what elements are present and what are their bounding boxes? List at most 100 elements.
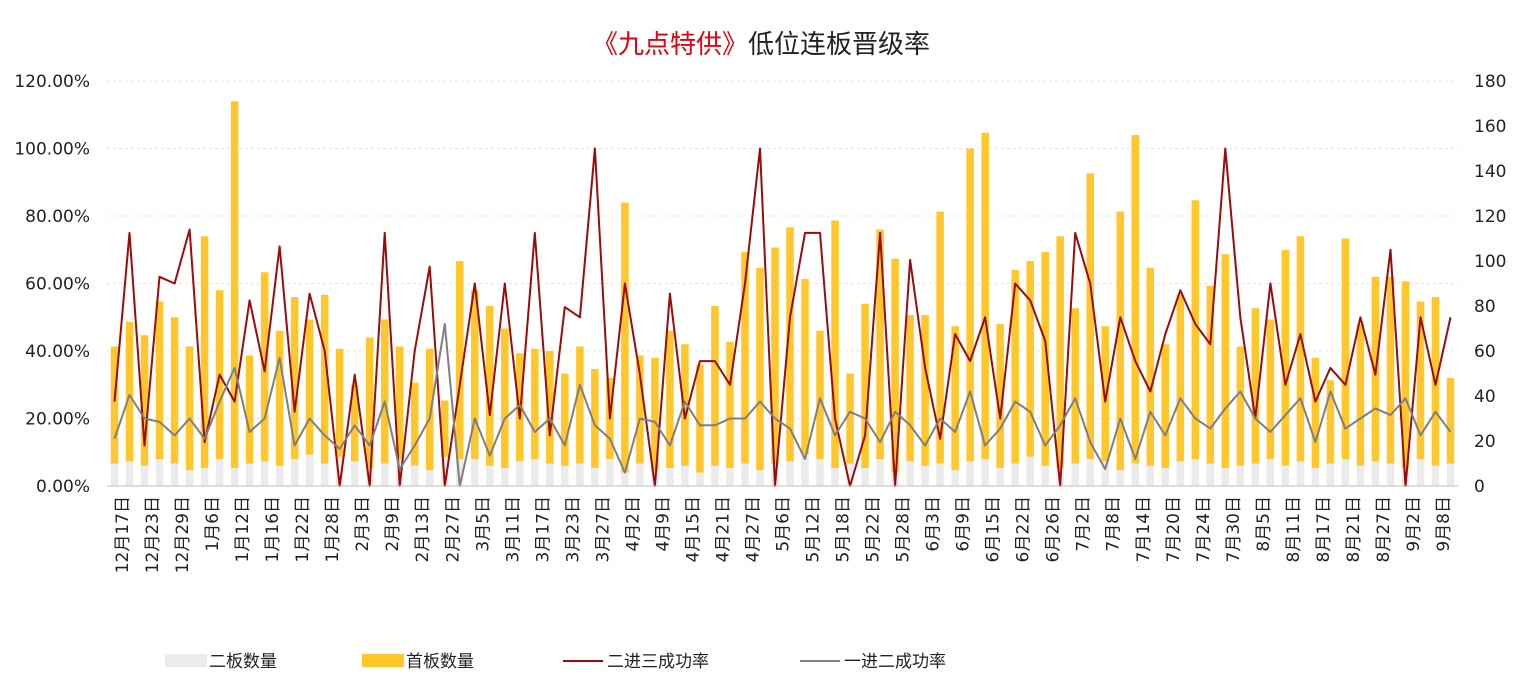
- x-axis-tick-label: 6月26日: [1044, 496, 1064, 562]
- bar-second-board: [546, 463, 554, 486]
- bar-first-board: [1056, 236, 1064, 468]
- bar-second-board: [1041, 465, 1049, 486]
- bar-first-board: [1131, 135, 1140, 464]
- x-axis-tick-label: 4月2日: [623, 496, 643, 552]
- bar-second-board: [1086, 459, 1094, 486]
- bar-first-board: [230, 101, 239, 468]
- bar-first-board: [1296, 236, 1305, 462]
- bar-second-board: [591, 468, 599, 486]
- bar-first-board: [726, 342, 734, 468]
- bar-second-board: [245, 463, 254, 486]
- x-axis-tick-label: 8月27日: [1374, 496, 1394, 562]
- bar-second-board: [1011, 463, 1019, 486]
- bar-second-board: [756, 470, 764, 486]
- x-axis-tick-label: 7月14日: [1134, 496, 1154, 562]
- bar-second-board: [531, 459, 539, 486]
- right-axis-tick-label: 140: [1474, 162, 1506, 182]
- left-axis-tick-label: 100.00%: [14, 140, 90, 160]
- right-axis-tick-label: 0: [1474, 477, 1485, 497]
- x-axis-tick-label: 4月15日: [683, 496, 703, 562]
- bar-first-board: [591, 369, 599, 468]
- bar-first-board: [140, 335, 149, 466]
- bar-first-board: [1146, 267, 1155, 466]
- bar-first-board: [906, 315, 914, 462]
- bar-second-board: [1131, 463, 1140, 486]
- bar-second-board: [200, 468, 209, 486]
- bar-first-board: [891, 258, 899, 473]
- bar-second-board: [906, 461, 914, 486]
- bar-second-board: [831, 468, 839, 486]
- bar-first-board: [471, 290, 479, 459]
- bar-second-board: [711, 465, 719, 486]
- bar-first-board: [681, 344, 689, 466]
- legend-label: 首板数量: [406, 652, 474, 672]
- bar-first-board: [996, 324, 1004, 468]
- bar-second-board: [861, 468, 869, 486]
- x-axis-tick-label: 9月8日: [1434, 496, 1454, 552]
- bar-first-board: [531, 348, 539, 459]
- x-axis-tick-label: 5月12日: [804, 496, 824, 562]
- bar-second-board: [1206, 463, 1215, 486]
- left-axis-tick-label: 80.00%: [25, 207, 90, 227]
- legend-item: 首板数量: [362, 652, 474, 672]
- bar-second-board: [846, 463, 854, 486]
- bar-first-board: [1341, 238, 1350, 459]
- bar-second-board: [1341, 459, 1350, 486]
- bar-second-board: [576, 463, 584, 486]
- bar-second-board: [696, 472, 704, 486]
- left-axis-tick-label: 120.00%: [14, 72, 90, 92]
- legend-label: 一进二成功率: [844, 652, 946, 672]
- bar-second-board: [486, 465, 494, 486]
- legend-label: 二板数量: [209, 652, 277, 672]
- bar-first-board: [921, 315, 929, 466]
- x-axis-tick-label: 3月23日: [563, 496, 583, 562]
- bar-first-board: [1416, 301, 1425, 459]
- right-axis-tick-label: 80: [1474, 297, 1496, 317]
- right-axis-tick-label: 20: [1474, 432, 1496, 452]
- bar-first-board: [335, 348, 344, 457]
- bar-first-board: [861, 303, 869, 468]
- bar-series: [110, 101, 1455, 486]
- bar-second-board: [876, 459, 884, 486]
- x-axis-tick-label: 2月13日: [413, 496, 433, 562]
- x-axis-tick-label: 5月6日: [774, 496, 794, 552]
- bar-second-board: [726, 468, 734, 486]
- bar-second-board: [230, 468, 239, 486]
- bar-first-board: [1161, 344, 1170, 468]
- x-axis-tick-label: 1月12日: [233, 496, 253, 562]
- x-axis-tick-label: 6月9日: [954, 496, 974, 552]
- bar-first-board: [1251, 308, 1260, 464]
- bar-first-board: [561, 373, 569, 466]
- chart-title-highlight: 《九点特供》: [592, 30, 748, 60]
- x-axis-tick-label: 12月23日: [143, 496, 163, 573]
- bar-first-board: [456, 261, 464, 459]
- bar-second-board: [1431, 465, 1440, 486]
- right-axis-tick-label: 180: [1474, 72, 1506, 92]
- bar-first-board: [576, 346, 584, 464]
- x-axis-tick-label: 12月17日: [113, 496, 133, 573]
- bar-second-board: [1176, 461, 1185, 486]
- bar-second-board: [801, 454, 809, 486]
- bar-second-board: [1446, 463, 1455, 486]
- x-axis-tick-label: 7月8日: [1104, 496, 1124, 552]
- bar-first-board: [125, 321, 134, 462]
- left-axis-tick-label: 40.00%: [25, 342, 90, 362]
- bar-first-board: [636, 355, 644, 464]
- bar-first-board: [1191, 200, 1200, 459]
- x-axis-tick-label: 5月18日: [834, 496, 854, 562]
- x-axis-tick-label: 8月11日: [1284, 496, 1304, 562]
- bar-second-board: [1071, 463, 1079, 486]
- x-axis-tick-label: 9月2日: [1404, 496, 1424, 552]
- bar-first-board: [320, 294, 329, 464]
- legend-swatch: [362, 654, 404, 667]
- bar-second-board: [140, 465, 149, 486]
- legend: 二板数量 首板数量 二进三成功率 一进二成功率: [165, 652, 946, 672]
- bar-second-board: [681, 465, 689, 486]
- bar-first-board: [966, 148, 974, 462]
- x-axis-tick-label: 4月9日: [653, 496, 673, 552]
- bar-second-board: [666, 468, 674, 486]
- x-axis-tick-label: 6月15日: [984, 496, 1004, 562]
- bar-second-board: [471, 459, 479, 486]
